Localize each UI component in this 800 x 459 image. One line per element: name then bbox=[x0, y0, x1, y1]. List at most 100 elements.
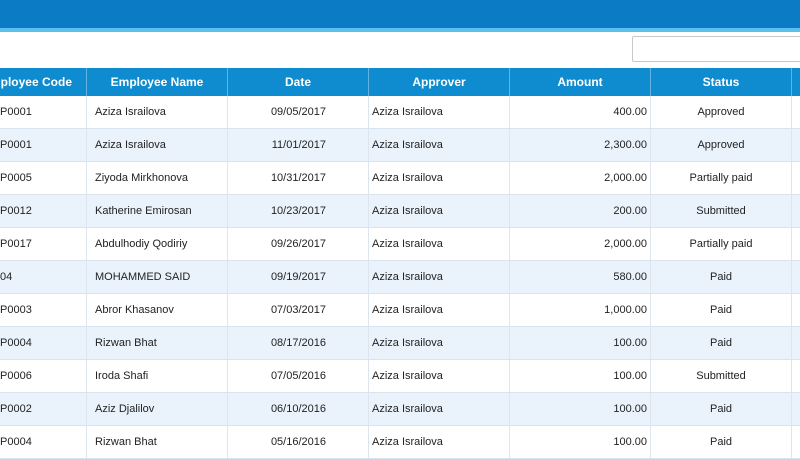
table-row[interactable]: P0005 Ziyoda Mirkhonova 10/31/2017 Aziza… bbox=[0, 162, 800, 195]
cell-employee-code: P0017 bbox=[0, 228, 87, 260]
cell-extra bbox=[792, 228, 800, 260]
search-input[interactable] bbox=[632, 36, 800, 62]
column-header-employee-name[interactable]: Employee Name bbox=[87, 68, 228, 96]
cell-date: 07/05/2016 bbox=[228, 360, 369, 392]
cell-amount: 100.00 bbox=[510, 393, 651, 425]
cell-extra bbox=[792, 261, 800, 293]
cell-employee-name: Iroda Shafi bbox=[87, 360, 228, 392]
cell-approver: Aziza Israilova bbox=[369, 294, 510, 326]
cell-date: 06/10/2016 bbox=[228, 393, 369, 425]
column-header-extra bbox=[792, 68, 800, 96]
cell-extra bbox=[792, 129, 800, 161]
cell-amount: 100.00 bbox=[510, 360, 651, 392]
cell-approver: Aziza Israilova bbox=[369, 393, 510, 425]
table-row[interactable]: P0017 Abdulhodiy Qodiriy 09/26/2017 Aziz… bbox=[0, 228, 800, 261]
cell-extra bbox=[792, 294, 800, 326]
cell-date: 09/05/2017 bbox=[228, 96, 369, 128]
cell-date: 07/03/2017 bbox=[228, 294, 369, 326]
cell-employee-code: P0002 bbox=[0, 393, 87, 425]
cell-status: Approved bbox=[651, 96, 792, 128]
cell-status: Paid bbox=[651, 327, 792, 359]
cell-employee-code: P0003 bbox=[0, 294, 87, 326]
cell-amount: 2,300.00 bbox=[510, 129, 651, 161]
cell-approver: Aziza Israilova bbox=[369, 195, 510, 227]
cell-date: 10/31/2017 bbox=[228, 162, 369, 194]
cell-status: Paid bbox=[651, 393, 792, 425]
cell-employee-name: Aziz Djalilov bbox=[87, 393, 228, 425]
cell-employee-code: P0001 bbox=[0, 129, 87, 161]
table-row[interactable]: P0002 Aziz Djalilov 06/10/2016 Aziza Isr… bbox=[0, 393, 800, 426]
cell-amount: 2,000.00 bbox=[510, 162, 651, 194]
cell-status: Partially paid bbox=[651, 228, 792, 260]
cell-amount: 580.00 bbox=[510, 261, 651, 293]
cell-status: Paid bbox=[651, 261, 792, 293]
cell-employee-name: Ziyoda Mirkhonova bbox=[87, 162, 228, 194]
column-header-status[interactable]: Status bbox=[651, 68, 792, 96]
cell-employee-name: Aziza Israilova bbox=[87, 96, 228, 128]
cell-status: Submitted bbox=[651, 195, 792, 227]
cell-amount: 100.00 bbox=[510, 426, 651, 458]
table-row[interactable]: 04 MOHAMMED SAID 09/19/2017 Aziza Israil… bbox=[0, 261, 800, 294]
cell-amount: 1,000.00 bbox=[510, 294, 651, 326]
cell-extra bbox=[792, 195, 800, 227]
table-row[interactable]: P0001 Aziza Israilova 11/01/2017 Aziza I… bbox=[0, 129, 800, 162]
expense-grid: Employee Code Employee Name Date Approve… bbox=[0, 68, 800, 459]
cell-employee-code: P0006 bbox=[0, 360, 87, 392]
cell-employee-name: Katherine Emirosan bbox=[87, 195, 228, 227]
cell-approver: Aziza Israilova bbox=[369, 228, 510, 260]
cell-approver: Aziza Israilova bbox=[369, 96, 510, 128]
table-row[interactable]: P0004 Rizwan Bhat 05/16/2016 Aziza Israi… bbox=[0, 426, 800, 459]
table-row[interactable]: P0003 Abror Khasanov 07/03/2017 Aziza Is… bbox=[0, 294, 800, 327]
cell-employee-code: 04 bbox=[0, 261, 87, 293]
table-row[interactable]: P0012 Katherine Emirosan 10/23/2017 Aziz… bbox=[0, 195, 800, 228]
cell-employee-code: P0004 bbox=[0, 426, 87, 458]
cell-amount: 100.00 bbox=[510, 327, 651, 359]
cell-approver: Aziza Israilova bbox=[369, 129, 510, 161]
cell-approver: Aziza Israilova bbox=[369, 261, 510, 293]
column-header-approver[interactable]: Approver bbox=[369, 68, 510, 96]
cell-employee-code: P0005 bbox=[0, 162, 87, 194]
table-row[interactable]: P0006 Iroda Shafi 07/05/2016 Aziza Israi… bbox=[0, 360, 800, 393]
cell-extra bbox=[792, 360, 800, 392]
cell-date: 09/26/2017 bbox=[228, 228, 369, 260]
grid-body: P0001 Aziza Israilova 09/05/2017 Aziza I… bbox=[0, 96, 800, 459]
cell-amount: 2,000.00 bbox=[510, 228, 651, 260]
cell-date: 10/23/2017 bbox=[228, 195, 369, 227]
cell-extra bbox=[792, 426, 800, 458]
cell-employee-code: P0004 bbox=[0, 327, 87, 359]
cell-employee-name: MOHAMMED SAID bbox=[87, 261, 228, 293]
cell-extra bbox=[792, 96, 800, 128]
cell-status: Paid bbox=[651, 294, 792, 326]
cell-extra bbox=[792, 162, 800, 194]
cell-extra bbox=[792, 393, 800, 425]
cell-date: 11/01/2017 bbox=[228, 129, 369, 161]
cell-employee-name: Rizwan Bhat bbox=[87, 327, 228, 359]
app-top-bar bbox=[0, 0, 800, 28]
cell-employee-name: Aziza Israilova bbox=[87, 129, 228, 161]
table-row[interactable]: P0004 Rizwan Bhat 08/17/2016 Aziza Israi… bbox=[0, 327, 800, 360]
cell-status: Partially paid bbox=[651, 162, 792, 194]
column-header-amount[interactable]: Amount bbox=[510, 68, 651, 96]
column-header-date[interactable]: Date bbox=[228, 68, 369, 96]
cell-status: Approved bbox=[651, 129, 792, 161]
cell-approver: Aziza Israilova bbox=[369, 327, 510, 359]
table-row[interactable]: P0001 Aziza Israilova 09/05/2017 Aziza I… bbox=[0, 96, 800, 129]
cell-status: Submitted bbox=[651, 360, 792, 392]
cell-approver: Aziza Israilova bbox=[369, 162, 510, 194]
top-bar-accent bbox=[0, 28, 800, 32]
cell-status: Paid bbox=[651, 426, 792, 458]
cell-approver: Aziza Israilova bbox=[369, 426, 510, 458]
cell-date: 09/19/2017 bbox=[228, 261, 369, 293]
cell-employee-code: P0001 bbox=[0, 96, 87, 128]
cell-employee-name: Abdulhodiy Qodiriy bbox=[87, 228, 228, 260]
cell-date: 05/16/2016 bbox=[228, 426, 369, 458]
cell-employee-code: P0012 bbox=[0, 195, 87, 227]
column-header-employee-code[interactable]: Employee Code bbox=[0, 68, 87, 96]
cell-amount: 200.00 bbox=[510, 195, 651, 227]
grid-toolbar bbox=[0, 32, 800, 68]
grid-header: Employee Code Employee Name Date Approve… bbox=[0, 68, 800, 96]
cell-employee-name: Abror Khasanov bbox=[87, 294, 228, 326]
cell-extra bbox=[792, 327, 800, 359]
cell-approver: Aziza Israilova bbox=[369, 360, 510, 392]
cell-employee-name: Rizwan Bhat bbox=[87, 426, 228, 458]
